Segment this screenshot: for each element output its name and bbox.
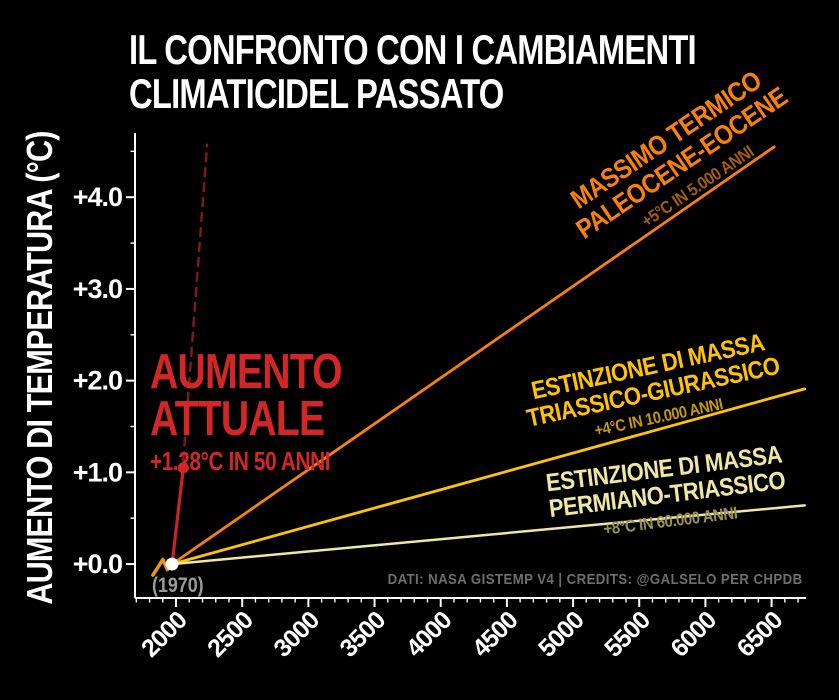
x-tick-label: 2000 [136,606,192,662]
x-tick-label: 6500 [732,606,788,662]
series-aumento-attuale [170,466,185,566]
series-estinzione-permiano-triassico [170,504,806,566]
current-warming-endpoint-dot [177,462,189,474]
y-tick-label: +2.0 [73,366,122,396]
annotation-aumento-attuale-line2: ATTUALE [150,391,325,446]
y-tick-label: +0.0 [73,549,122,579]
page-title-line1: IL CONFRONTO CON I CAMBIAMENTI [129,26,697,73]
x-tick-label: 4500 [467,606,523,662]
y-tick-label: +1.0 [73,457,122,487]
page-title: IL CONFRONTO CON I CAMBIAMENTI CLIMATICI… [129,26,697,117]
x-tick-label: 3000 [268,606,324,662]
origin-1970-dot [165,557,179,571]
x-tick-label: 3500 [334,606,390,662]
annotation-aumento-attuale: AUMENTO ATTUALE +1.28°C IN 50 ANNI [150,345,343,477]
origin-year-label: (1970) [152,574,204,597]
annotation-aumento-attuale-line1: AUMENTO [150,345,343,399]
series-massimo-termico-paleocene-eocene [170,145,776,566]
x-tick-label: 4000 [401,606,457,662]
x-tick-label: 5000 [533,606,589,662]
x-tick-label: 2500 [202,606,258,662]
page-title-line2: CLIMATICIDEL PASSATO [129,69,504,117]
y-axis-title: AUMENTO DI TEMPERATURA (°C) [19,131,60,605]
series-estinzione-triassico-giurassico [170,387,807,566]
credits-text: DATI: NASA GISTEMP V4 | CREDITS: @GALSEL… [387,571,803,588]
annotation-aumento-attuale-rate: +1.28°C IN 50 ANNI [150,446,331,477]
x-tick-label: 5500 [599,606,655,662]
series-aumento-attuale-proiezione [182,143,209,462]
y-tick-label: +4.0 [73,182,122,212]
y-tick-label: +3.0 [73,274,122,304]
x-tick-label: 6000 [665,606,721,662]
